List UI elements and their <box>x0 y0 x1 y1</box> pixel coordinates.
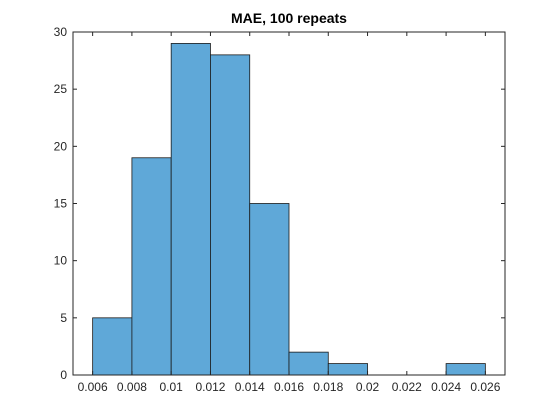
x-tick-label: 0.018 <box>313 380 343 394</box>
x-ticks-group: 0.006 0.008 0.01 0.012 0.014 0.016 0.018 0.02 0.… <box>78 32 501 394</box>
histogram-bar <box>288 351 329 376</box>
histogram-bar <box>170 43 211 376</box>
y-tick-label: 25 <box>54 82 68 96</box>
x-tick-label: 0.02 <box>356 380 380 394</box>
x-tick-label: 0.026 <box>470 380 500 394</box>
histogram-bar <box>445 363 486 376</box>
y-tick-label: 30 <box>54 25 68 39</box>
x-tick-label: 0.01 <box>160 380 184 394</box>
x-tick-label: 0.016 <box>274 380 304 394</box>
histogram-bar <box>92 317 133 376</box>
y-tick-label: 20 <box>54 139 68 153</box>
y-tick-label: 5 <box>60 311 67 325</box>
x-tick-label: 0.014 <box>235 380 265 394</box>
y-tick-label: 10 <box>54 254 68 268</box>
histogram-bar <box>327 363 368 376</box>
x-tick-label: 0.022 <box>392 380 422 394</box>
histogram-bar <box>210 54 251 376</box>
x-tick-label: 0.008 <box>117 380 147 394</box>
y-tick-label: 0 <box>60 368 67 382</box>
histogram-bar <box>249 203 290 376</box>
histogram-bar <box>131 157 172 376</box>
chart-title: MAE, 100 repeats <box>231 10 347 26</box>
x-tick-label: 0.012 <box>195 380 225 394</box>
y-tick-label: 15 <box>54 197 68 211</box>
y-ticks-group: 0 5 10 15 20 25 30 <box>54 25 505 382</box>
x-tick-label: 0.024 <box>431 380 461 394</box>
x-tick-label: 0.006 <box>78 380 108 394</box>
bars-group <box>92 43 486 376</box>
